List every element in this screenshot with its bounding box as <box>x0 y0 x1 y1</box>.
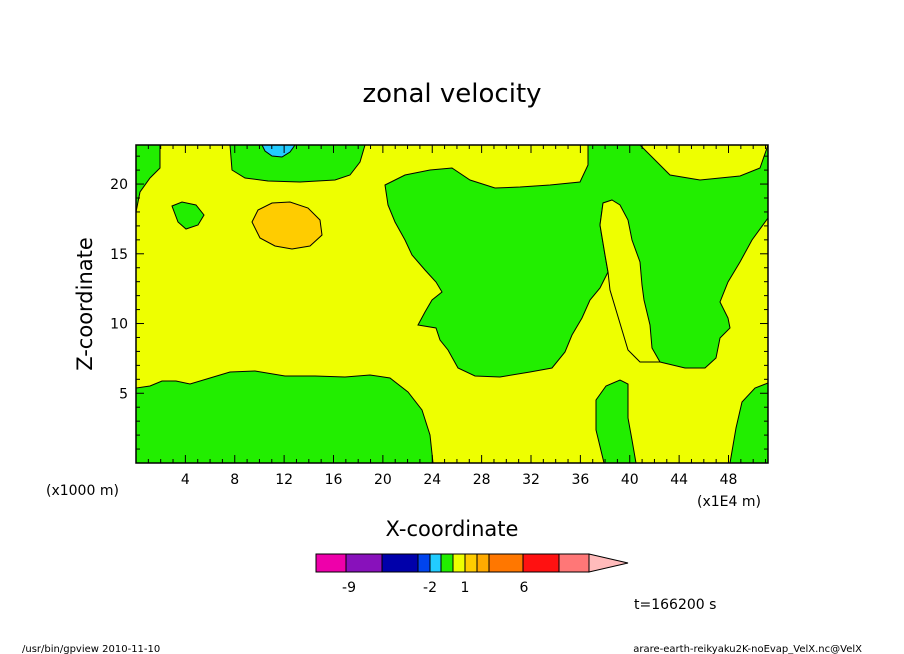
colorbar-segment <box>558 553 590 573</box>
colorbar-label: 6 <box>520 580 529 596</box>
x-tick-label: 12 <box>275 472 293 488</box>
y-tick-label: 5 <box>119 386 128 402</box>
x-tick-label: 28 <box>473 472 491 488</box>
green-regions <box>135 144 769 464</box>
y-tick-label: 10 <box>110 317 128 333</box>
colorbar-segment <box>522 553 560 573</box>
x-tick-label: 44 <box>670 472 688 488</box>
colorbar-segment <box>464 553 478 573</box>
plot-frame <box>135 144 769 464</box>
colorbar-segment <box>488 553 524 573</box>
x-tick-label: 24 <box>423 472 441 488</box>
x-tick-label: 4 <box>181 472 190 488</box>
footer-left: /usr/bin/gpview 2010-11-10 <box>22 644 160 654</box>
orange-region <box>251 201 323 250</box>
x-axis-label: X-coordinate <box>386 517 519 541</box>
colorbar <box>315 553 629 573</box>
colorbar-extend-arrow <box>588 553 629 573</box>
colorbar-segment <box>381 553 419 573</box>
y-tick-label: 15 <box>110 247 128 263</box>
time-label: t=166200 s <box>634 597 716 613</box>
x-scale-note: (x1E4 m) <box>697 494 761 510</box>
x-tick-label: 40 <box>621 472 639 488</box>
green-region-top-band <box>229 144 366 183</box>
green-region-small-left <box>171 201 205 230</box>
colorbar-label: -9 <box>342 580 356 596</box>
green-region-lower-left <box>135 370 434 464</box>
colorbar-label: 1 <box>461 580 470 596</box>
colorbar-segment <box>429 553 442 573</box>
colorbar-segment <box>345 553 383 573</box>
y-axis-label: Z-coordinate <box>73 237 97 371</box>
colorbar-label: -2 <box>423 580 437 596</box>
chart-title: zonal velocity <box>362 79 541 109</box>
x-tick-label: 32 <box>522 472 540 488</box>
green-region-bottom-38 <box>595 379 637 464</box>
colorbar-segment <box>440 553 454 573</box>
colorbar-segment <box>417 553 431 573</box>
x-tick-label: 48 <box>720 472 738 488</box>
footer-right: arare-earth-reikyaku2K-noEvap_VelX.nc@Ve… <box>633 644 862 654</box>
colorbar-segment <box>315 553 347 573</box>
x-tick-label: 16 <box>325 472 343 488</box>
colorbar-segment <box>452 553 466 573</box>
x-unit-label: (x1000 m) <box>46 483 119 499</box>
colorbar-labels: -9 -2 1 6 <box>342 580 529 596</box>
yellow-gap <box>599 199 661 363</box>
x-tick-label: 8 <box>230 472 239 488</box>
x-tick-label: 36 <box>571 472 589 488</box>
x-tick-label: 20 <box>374 472 392 488</box>
colorbar-segment <box>476 553 490 573</box>
y-tick-label: 20 <box>110 177 128 193</box>
